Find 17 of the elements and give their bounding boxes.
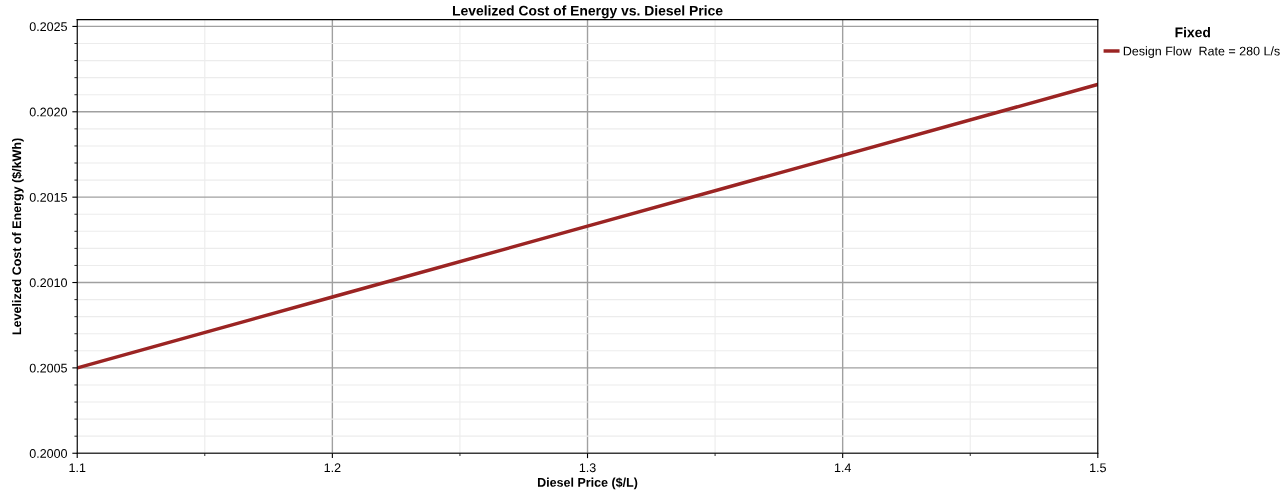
line-series	[77, 82, 1098, 370]
y-axis-title: Levelized Cost of Energy ($/kWh)	[11, 138, 24, 335]
chart-title: Levelized Cost of Energy vs. Diesel Price	[452, 5, 723, 19]
y-tick-label: 0.2020	[29, 107, 68, 117]
x-tick-label: 1.1	[69, 463, 86, 473]
y-tick-label: 0.2015	[29, 192, 67, 202]
x-tick-label: 1.2	[324, 463, 341, 473]
x-tick-label: 1.5	[1090, 463, 1106, 473]
y-tick-label: 0.2010	[29, 278, 68, 288]
y-tick-label: 0.2000	[29, 449, 68, 458]
x-axis-title: Diesel Price ($/L)	[537, 477, 638, 490]
x-tick-label: 1.3	[579, 463, 596, 473]
legend-title: Fixed	[1175, 27, 1210, 38]
x-tick-label: 1.4	[834, 463, 851, 473]
legend-label: Design Flow Rate = 280 L/s	[1123, 46, 1280, 58]
y-tick-label: 0.2005	[29, 363, 67, 373]
y-tick-label: 0.2025	[29, 22, 67, 32]
